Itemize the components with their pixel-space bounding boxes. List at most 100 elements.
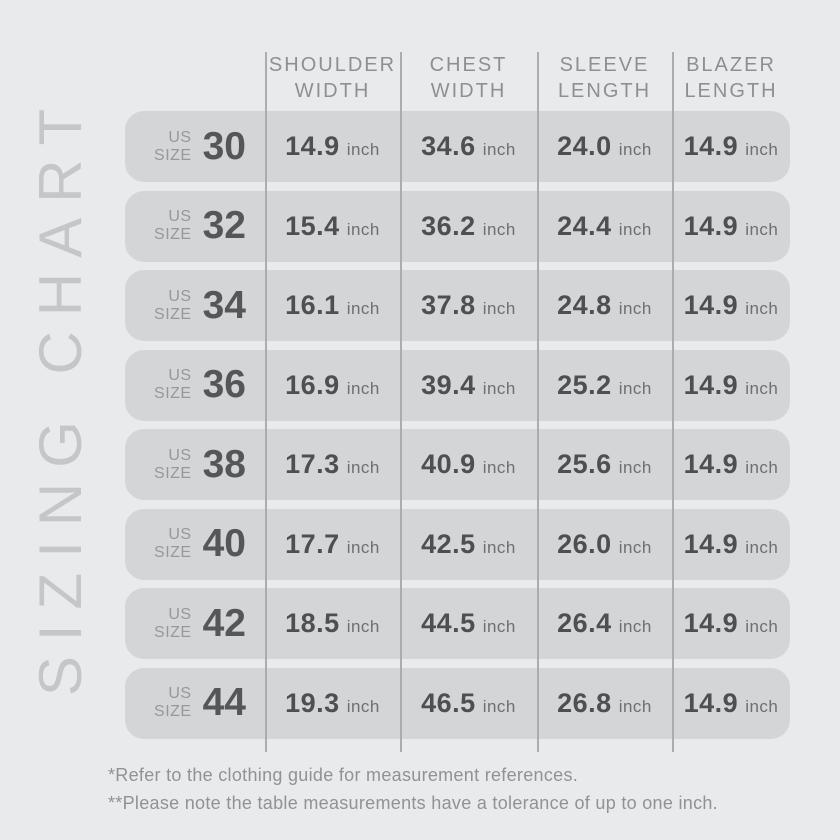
chest-width-cell: 37.8 inch (400, 290, 537, 321)
unit-label: inch (482, 140, 516, 159)
measurement-value: 39.4 (421, 369, 476, 400)
us-label: US (168, 208, 192, 225)
measurement-value: 14.9 (285, 131, 340, 161)
header-line: LENGTH (557, 80, 652, 102)
measurement-value: 26.4 (557, 608, 612, 638)
measurement-value: 17.3 (285, 449, 340, 479)
us-size-label: US SIZE (154, 129, 192, 165)
table-header: SHOULDER WIDTH CHEST WIDTH SLEEVE LENGTH… (125, 52, 790, 111)
size-label: SIZE (154, 623, 192, 641)
unit-label: inch (482, 299, 516, 318)
sleeve-length-cell: 26.0 inch (537, 529, 672, 560)
unit-label: inch (346, 696, 380, 716)
footnote-measurement-reference: *Refer to the clothing guide for measure… (108, 765, 579, 785)
column-divider (265, 52, 267, 752)
unit-label: inch (618, 696, 652, 716)
us-label: US (168, 446, 192, 464)
size-value: 30 (202, 124, 246, 168)
sleeve-length-cell: 24.4 inch (537, 211, 672, 242)
unit-label: inch (482, 378, 516, 398)
size-cell: US SIZE 32 (125, 204, 265, 248)
size-cell: US SIZE 34 (125, 284, 265, 328)
measurement-value: 14.9 (683, 131, 739, 161)
measurement-value: 18.5 (285, 608, 340, 638)
size-value: 38 (202, 442, 246, 486)
unit-label: inch (745, 696, 779, 716)
unit-label: inch (745, 140, 779, 159)
shoulder-width-cell: 15.4 inch (265, 211, 400, 242)
size-value: 40 (202, 522, 246, 565)
size-value: 34 (202, 283, 246, 327)
blazer-length-cell: 14.9 inch (672, 608, 790, 639)
measurement-value: 14.9 (683, 369, 739, 400)
unit-label: inch (346, 537, 380, 557)
us-size-label: US SIZE (154, 526, 192, 562)
header-line: SLEEVE (559, 54, 650, 76)
unit-label: inch (346, 617, 380, 636)
unit-label: inch (618, 299, 652, 318)
sleeve-length-cell: 26.4 inch (537, 608, 672, 639)
blazer-length-cell: 14.9 inch (672, 529, 790, 560)
size-label: SIZE (154, 464, 192, 482)
measurement-value: 34.6 (421, 131, 476, 161)
measurement-value: 14.9 (683, 290, 739, 320)
header-line: WIDTH (294, 80, 371, 102)
size-value: 42 (202, 601, 246, 645)
footnotes: *Refer to the clothing guide for measure… (108, 762, 718, 817)
measurement-value: 44.5 (421, 608, 476, 638)
measurement-value: 14.9 (683, 608, 739, 638)
measurement-value: 16.9 (285, 369, 340, 400)
measurement-value: 24.0 (557, 131, 612, 161)
column-header-blazer-length: BLAZER LENGTH (672, 52, 790, 111)
measurement-value: 24.4 (557, 210, 612, 241)
unit-label: inch (346, 378, 380, 398)
blazer-length-cell: 14.9 inch (672, 370, 790, 401)
chest-width-cell: 40.9 inch (400, 449, 537, 480)
header-line: SHOULDER (268, 54, 397, 76)
unit-label: inch (482, 617, 516, 636)
measurement-value: 26.0 (557, 528, 612, 559)
size-cell: US SIZE 42 (125, 602, 265, 646)
unit-label: inch (618, 219, 652, 239)
us-label: US (168, 526, 192, 543)
size-value: 44 (202, 681, 246, 724)
measurement-value: 46.5 (421, 687, 476, 718)
shoulder-width-cell: 14.9 inch (265, 131, 400, 162)
us-size-label: US SIZE (154, 367, 192, 403)
shoulder-width-cell: 17.7 inch (265, 529, 400, 560)
measurement-value: 25.2 (557, 369, 612, 400)
unit-label: inch (745, 617, 779, 636)
size-label: SIZE (154, 146, 192, 164)
us-label: US (168, 685, 192, 702)
shoulder-width-cell: 19.3 inch (265, 688, 400, 719)
measurement-value: 14.9 (683, 687, 739, 718)
size-table: SHOULDER WIDTH CHEST WIDTH SLEEVE LENGTH… (125, 52, 790, 752)
us-size-label: US SIZE (154, 208, 192, 244)
sleeve-length-cell: 25.2 inch (537, 370, 672, 401)
blazer-length-cell: 14.9 inch (672, 211, 790, 242)
us-size-label: US SIZE (154, 288, 192, 324)
measurement-value: 19.3 (285, 687, 340, 718)
sleeve-length-cell: 26.8 inch (537, 688, 672, 719)
size-cell: US SIZE 30 (125, 125, 265, 169)
measurement-value: 16.1 (285, 290, 340, 320)
measurement-value: 15.4 (285, 210, 340, 241)
column-header-chest-width: CHEST WIDTH (400, 52, 537, 111)
unit-label: inch (482, 219, 516, 239)
size-label: SIZE (154, 226, 192, 243)
page-title: SIZING CHART (27, 93, 94, 697)
chest-width-cell: 39.4 inch (400, 370, 537, 401)
chest-width-cell: 46.5 inch (400, 688, 537, 719)
size-cell: US SIZE 44 (125, 681, 265, 725)
size-label: SIZE (154, 385, 192, 402)
size-row-38: US SIZE 38 17.3 inch 40.9 inch 25.6 inch 14… (125, 429, 790, 500)
footnote-tolerance: **Please note the table measurements hav… (108, 792, 718, 813)
unit-label: inch (618, 537, 652, 557)
size-row-32: US SIZE 32 15.4 inch 36.2 inch 24.4 inch 14… (125, 190, 790, 262)
us-size-label: US SIZE (154, 447, 192, 483)
us-size-label: US SIZE (154, 606, 192, 642)
size-cell: US SIZE 36 (125, 363, 265, 407)
unit-label: inch (745, 299, 779, 318)
header-line: LENGTH (684, 80, 778, 102)
measurement-value: 26.8 (557, 687, 612, 718)
